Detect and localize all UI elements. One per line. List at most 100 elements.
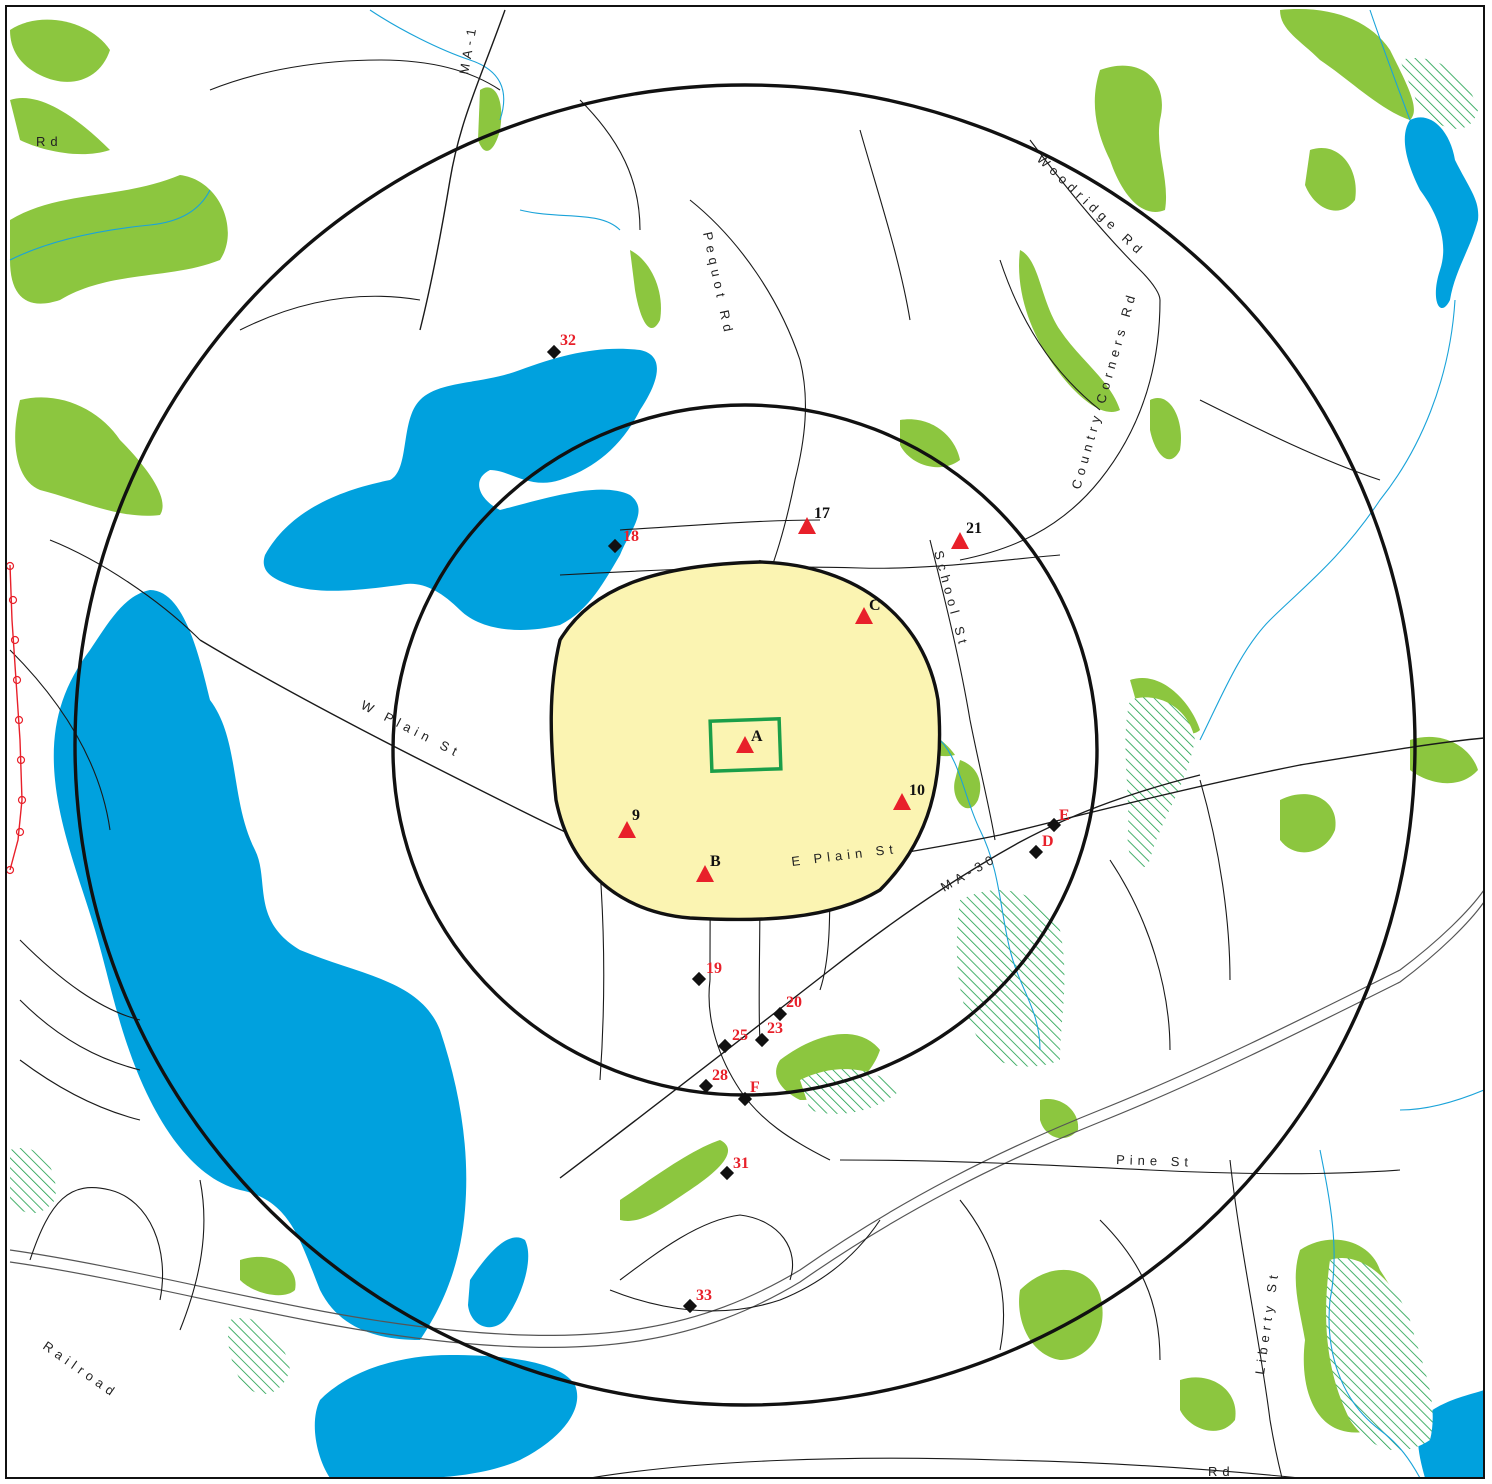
site-28-marker: [698, 1078, 714, 1094]
label-rd-top-left: Rd: [36, 134, 63, 149]
lake-west: [53, 590, 467, 1340]
veg-e-2: [1280, 794, 1336, 853]
site-28[interactable]: 28: [698, 1067, 728, 1094]
site-c-marker: [855, 607, 873, 624]
site-31[interactable]: 31: [719, 1155, 749, 1181]
site-28-label: 28: [712, 1067, 728, 1084]
site-18-label: 18: [623, 528, 639, 545]
site-a-marker: [736, 736, 754, 753]
site-20-marker: [772, 1006, 788, 1022]
site-10-marker: [893, 793, 911, 810]
site-10-label: 10: [909, 782, 925, 799]
site-a[interactable]: A: [736, 728, 763, 753]
railroad-track-2: [9, 901, 1484, 1348]
stream-4: [1199, 299, 1456, 741]
veg-e-1: [954, 760, 981, 809]
site-b[interactable]: B: [696, 853, 721, 882]
veg-se-2: [1019, 1269, 1103, 1360]
site-25-label: 25: [732, 1027, 748, 1044]
road-w-grid-3: [19, 1059, 141, 1121]
site-9[interactable]: 9: [618, 807, 640, 838]
site-f[interactable]: F: [737, 1079, 760, 1107]
site-33[interactable]: 33: [682, 1287, 712, 1314]
wetland-east-2: [1125, 697, 1195, 869]
site-e[interactable]: E: [1046, 807, 1070, 833]
site-19-marker: [691, 971, 707, 987]
veg-ne-1: [1094, 65, 1167, 212]
site-17-label: 17: [814, 505, 830, 522]
site-18-marker: [607, 538, 623, 554]
road-n-4: [859, 129, 911, 321]
site-boundary: [708, 716, 783, 773]
road-e-1: [1199, 779, 1231, 981]
water-bodies: [53, 117, 1484, 1478]
site-e-marker: [1046, 817, 1062, 833]
stream-northeast-water: [1404, 117, 1479, 309]
veg-s-1: [620, 1140, 729, 1221]
site-10[interactable]: 10: [893, 782, 925, 810]
pond-bottom: [314, 1355, 578, 1478]
road-se-2: [1099, 1219, 1161, 1361]
site-18[interactable]: 18: [607, 528, 639, 554]
wetland-ne: [1400, 58, 1478, 129]
site-23-label: 23: [767, 1020, 783, 1037]
veg-nw-3: [10, 175, 228, 304]
site-c[interactable]: C: [855, 597, 881, 624]
road-n-2: [239, 295, 421, 331]
wetland-southwest: [228, 1318, 290, 1394]
site-c-label: C: [869, 597, 881, 614]
pond-southwest: [468, 1237, 529, 1328]
road-pine-st: [839, 1159, 1401, 1175]
site-33-marker: [682, 1298, 698, 1314]
site-25[interactable]: 25: [717, 1027, 748, 1054]
site-19[interactable]: 19: [691, 960, 722, 987]
site-31-label: 31: [733, 1155, 749, 1172]
road-ne-2: [1199, 399, 1381, 481]
survey-line: [6, 561, 27, 875]
road-center-ns-2: [708, 979, 831, 1161]
road-e-2: [1109, 859, 1171, 1051]
veg-ne-3: [1280, 9, 1414, 120]
site-9-label: 9: [632, 807, 640, 824]
road-grid-1: [599, 869, 605, 1081]
veg-e-3: [1410, 736, 1478, 784]
veg-se-4: [1180, 1377, 1236, 1431]
site-21[interactable]: 21: [951, 520, 982, 549]
road-se-1: [959, 1199, 1005, 1351]
road-country-corners: [959, 299, 1161, 561]
label-w-plain-st: W Plain St: [359, 697, 464, 761]
stream-8: [1399, 1089, 1484, 1111]
sites: A B C 9 10 17 21 18: [546, 332, 1070, 1314]
site-d[interactable]: D: [1028, 833, 1054, 860]
site-25-marker: [717, 1038, 733, 1054]
site-23[interactable]: 23: [754, 1020, 783, 1048]
site-b-marker: [696, 865, 714, 882]
road-s-1: [619, 1214, 794, 1281]
veg-se-1: [1040, 1099, 1079, 1139]
site-d-marker: [1028, 844, 1044, 860]
site-17-marker: [798, 517, 816, 534]
site-9-marker: [618, 821, 636, 838]
veg-nw-4: [15, 397, 163, 516]
road-w-grid-1: [19, 939, 141, 1021]
stream-7: [519, 209, 621, 231]
map-frame: [5, 5, 1485, 1479]
stream-2: [9, 189, 211, 261]
road-north-ring: [619, 519, 821, 531]
veg-c-1: [900, 419, 960, 468]
zone-ring-outer: [73, 83, 1417, 1407]
site-31-marker: [719, 1165, 735, 1181]
site-17[interactable]: 17: [798, 505, 830, 534]
stream-5: [1319, 1149, 1421, 1478]
label-rd-bottom: Rd: [1208, 1464, 1235, 1479]
site-21-marker: [951, 532, 969, 549]
veg-n-1: [478, 87, 502, 151]
site-19-label: 19: [706, 960, 722, 977]
road-w-1: [49, 539, 201, 641]
veg-nw-1: [10, 19, 110, 82]
site-20[interactable]: 20: [772, 994, 802, 1022]
veg-n-2: [630, 250, 661, 329]
road-woodridge: [1029, 139, 1161, 301]
veg-sw-1: [240, 1256, 296, 1296]
site-32[interactable]: 32: [546, 332, 576, 360]
